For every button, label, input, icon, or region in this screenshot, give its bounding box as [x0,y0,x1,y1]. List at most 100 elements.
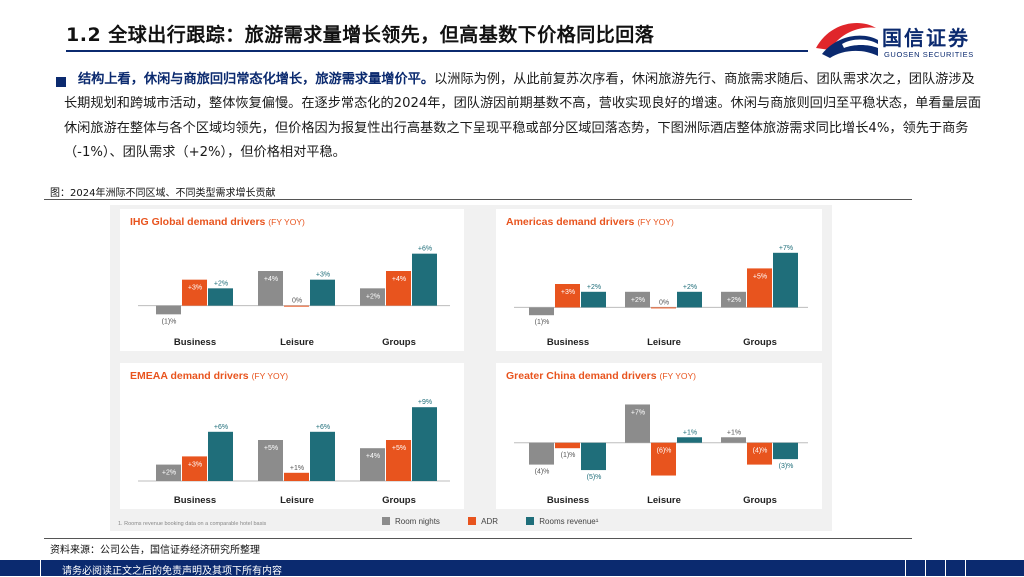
bar-roomnights [721,437,746,443]
footer-disclaimer: 请务必阅读正文之后的免责声明及其项下所有内容 [62,566,282,577]
data-label: +6% [316,424,330,431]
bar-adr [284,305,309,307]
bar-roomsrevenue [208,288,233,306]
bar-roomnights [258,440,283,481]
data-label: +7% [779,245,793,252]
chart-footnote: 1. Rooms revenue booking data on a compa… [118,521,267,527]
category-label: Groups [743,495,777,506]
bar-roomsrevenue [773,442,798,460]
data-label: +1% [290,465,304,472]
bar-adr [182,456,207,481]
data-label: +2% [631,297,645,304]
bar-adr [284,472,309,481]
category-label: Business [174,495,216,506]
bar-roomnights [529,442,554,465]
panel-title-sub: (FY YOY) [659,371,697,381]
bar-roomnights [156,305,181,315]
category-label: Business [547,495,589,506]
logo-wordmark-cn: 国信证券 [882,26,970,50]
chart-panel-global: IHG Global demand drivers (FY YOY) (1)% +… [120,209,464,351]
category-label: Groups [382,495,416,506]
data-label: +4% [392,276,406,283]
data-label: (4)% [753,448,768,455]
data-label: +2% [366,293,380,300]
data-label: +3% [561,289,575,296]
bar-roomsrevenue [412,253,437,306]
panel-title-main: IHG Global demand drivers [130,216,266,228]
data-label: 0% [292,298,302,305]
bar-adr [555,442,580,449]
paragraph-body: 以洲际为例，从此前复苏次序看，休闲旅游先行、商旅需求随后、团队需求次之，团队游涉… [64,72,982,161]
panel-title-main: EMEAA demand drivers [130,370,249,382]
panel-title: Americas demand drivers (FY YOY) [506,216,674,228]
category-label: Business [547,337,589,348]
bar-adr [651,442,676,476]
legend-item-room-nights: Room nights [382,517,440,526]
panel-title: IHG Global demand drivers (FY YOY) [130,216,305,228]
bar-roomsrevenue [677,437,702,443]
legend-swatch [382,517,390,525]
bar-roomsrevenue [581,291,606,308]
panel-title-sub: (FY YOY) [251,371,289,381]
footer-divider [905,560,906,576]
data-label: +1% [727,429,741,436]
data-label: (1)% [162,318,177,325]
data-label: 0% [659,299,669,306]
paragraph-lead: 结构上看，休闲与商旅回归常态化增长，旅游需求量增价平。 [78,72,435,87]
bar-chart-greater-china: (4)% (1)% (5)% Business +7% (6)% +1% Leisure +1%… [514,404,808,506]
bar-roomsrevenue [581,442,606,471]
legend-item-rooms-revenue: Rooms revenue¹ [526,517,598,526]
bar-chart-global: (1)% +3% +2% Business +4% 0% +3% Leisure +2% +4% +… [138,246,450,348]
data-label: (4)% [535,469,550,476]
legend-label: Room nights [395,517,440,526]
bar-roomnights [625,404,650,443]
figure-top-divider [44,199,912,200]
chart-panel-emeaa: EMEAA demand drivers (FY YOY) +2% +3% +6% B… [120,363,464,509]
data-label: +5% [392,445,406,452]
data-label: (6)% [657,448,672,455]
panel-title: Greater China demand drivers (FY YOY) [506,370,696,382]
data-label: +7% [631,409,645,416]
bar-roomsrevenue [310,279,335,306]
panel-title-main: Greater China demand drivers [506,370,657,382]
data-label: (1)% [561,452,576,459]
category-label: Business [174,337,216,348]
footer-divider [40,560,41,576]
data-label: +2% [587,284,601,291]
figure-bottom-divider [44,538,912,539]
chart-legend: Room nights ADR Rooms revenue¹ [382,517,624,526]
data-label: +5% [753,273,767,280]
data-label: +1% [683,429,697,436]
data-label: +9% [418,399,432,406]
logo-wordmark-en: GUOSEN SECURITIES [884,50,974,59]
data-label: +2% [727,297,741,304]
chart-panel-greater-china: Greater China demand drivers (FY YOY) (4… [496,363,822,509]
category-label: Groups [382,337,416,348]
panel-title-sub: (FY YOY) [637,217,674,227]
footer-divider [945,560,946,576]
data-label: +6% [214,424,228,431]
guosen-logo-icon [816,22,878,58]
bar-roomnights [721,291,746,308]
bar-roomsrevenue [677,291,702,308]
bar-roomnights [529,307,554,316]
data-label: +2% [683,284,697,291]
data-label: +6% [418,246,432,253]
bar-roomnights [156,464,181,481]
data-label: +3% [188,461,202,468]
bar-adr [651,307,676,309]
figure-caption: 图：2024年洲际不同区域、不同类型需求增长贡献 [50,188,276,199]
data-label: +3% [188,285,202,292]
data-label: +4% [264,276,278,283]
bar-roomnights [360,288,385,306]
panel-title-sub: (FY YOY) [268,217,305,227]
bar-roomsrevenue [412,407,437,481]
legend-label: Rooms revenue¹ [539,517,599,526]
page-title: 1.2 全球出行跟踪：旅游需求量增长领先，但高基数下价格同比回落 [66,24,655,46]
data-label: (1)% [535,319,550,326]
legend-item-adr: ADR [468,517,498,526]
bar-roomsrevenue [773,252,798,308]
bar-adr [555,284,580,308]
panel-title-main: Americas demand drivers [506,216,635,228]
category-label: Leisure [280,337,314,348]
